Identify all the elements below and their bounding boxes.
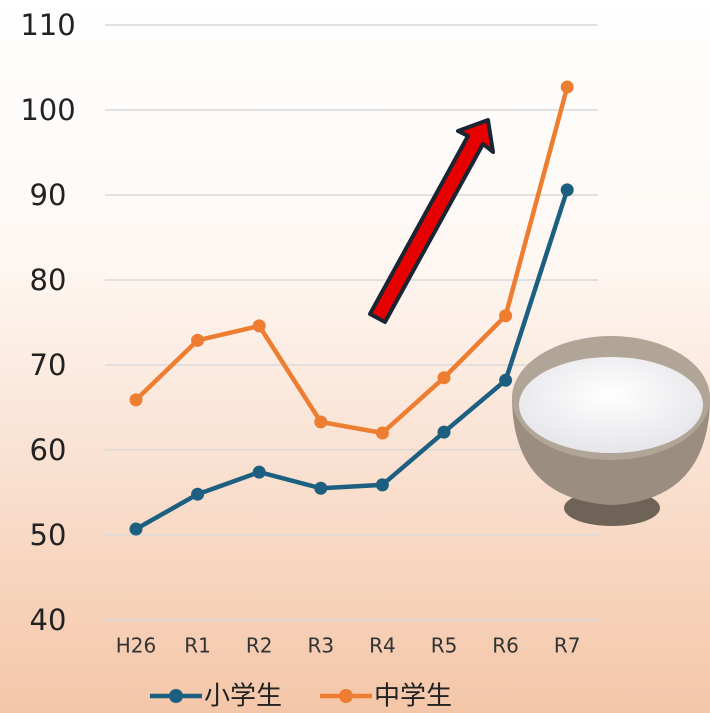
x-tick-label: R5: [431, 634, 458, 658]
y-tick-label: 90: [30, 178, 67, 212]
data-point: [314, 481, 328, 495]
data-point: [375, 426, 389, 440]
data-point: [560, 183, 574, 197]
legend-marker: [339, 689, 353, 703]
x-tick-label: R6: [492, 634, 519, 658]
y-tick-label: 70: [30, 348, 67, 382]
data-point: [437, 371, 451, 385]
legend-label: 中学生: [374, 682, 452, 712]
x-tick-label: R1: [184, 634, 211, 658]
data-point: [560, 80, 574, 94]
y-tick-label: 100: [20, 93, 75, 127]
series-line: [134, 86, 570, 436]
x-tick-label: H26: [116, 634, 157, 658]
y-tick-label: 40: [30, 603, 67, 637]
plot: 小学生 中学生: [129, 80, 574, 712]
data-point: [375, 478, 389, 492]
series-line: [134, 189, 570, 532]
data-point: [129, 522, 143, 536]
data-point: [252, 319, 266, 333]
y-tick-label: 110: [20, 8, 75, 42]
x-tick-label: R2: [246, 634, 273, 658]
data-point: [191, 487, 205, 501]
data-point: [499, 309, 513, 323]
x-tick-label: R3: [307, 634, 334, 658]
data-point: [191, 333, 205, 347]
decoration: [368, 118, 710, 526]
legend-marker: [169, 689, 183, 703]
trend-arrow: [368, 118, 495, 324]
data-point: [314, 415, 328, 429]
data-point: [129, 393, 143, 407]
y-tick-label: 50: [30, 518, 67, 552]
rice-bowl-icon: [512, 336, 710, 526]
data-point: [499, 373, 513, 387]
y-tick-label: 60: [30, 433, 67, 467]
data-point: [252, 465, 266, 479]
data-point: [437, 425, 451, 439]
x-tick-label: R4: [369, 634, 396, 658]
y-tick-label: 80: [30, 263, 67, 297]
x-tick-label: R7: [554, 634, 581, 658]
legend-label: 小学生: [204, 682, 282, 712]
